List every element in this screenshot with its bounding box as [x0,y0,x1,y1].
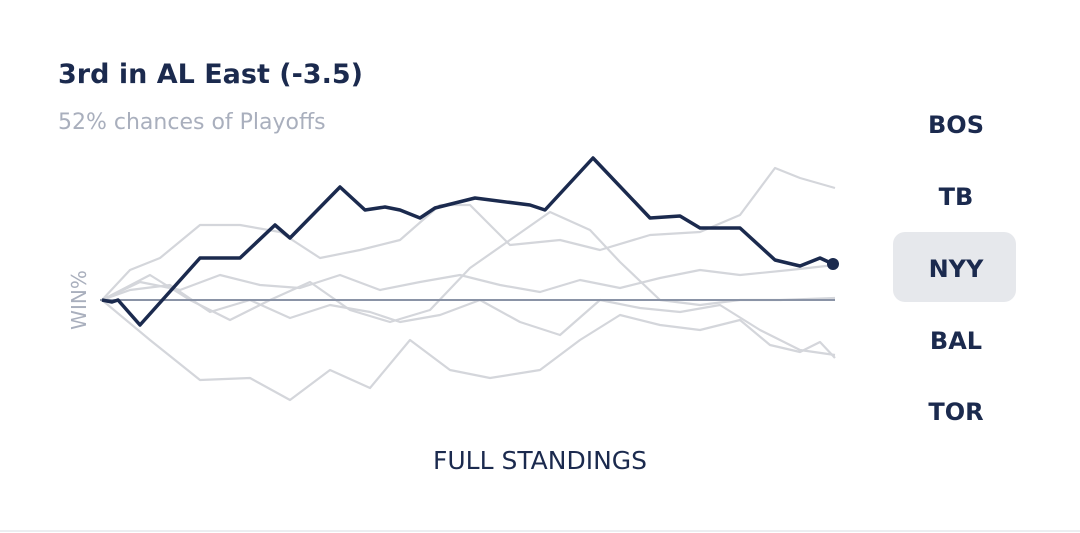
subtitle: 52% chances of Playoffs [58,110,326,135]
other-teams-lines [101,166,836,402]
team-line [101,263,836,301]
full-standings-link[interactable]: FULL STANDINGS [433,446,647,475]
current-point [827,258,839,270]
team-tab[interactable]: TB [939,183,974,211]
team-tab[interactable]: BAL [930,327,982,355]
team-tab[interactable]: TOR [928,398,983,426]
title: 3rd in AL East (-3.5) [58,59,363,90]
team-line [101,283,836,357]
team-line [101,210,836,324]
team-line [101,299,836,402]
team-line-selected [101,156,834,327]
team-tab[interactable]: NYY [929,255,984,283]
team-line [101,166,836,301]
selected-team-highlight [893,232,1016,302]
team-tab[interactable]: BOS [928,111,984,139]
y-axis-label: WIN% [67,270,91,330]
